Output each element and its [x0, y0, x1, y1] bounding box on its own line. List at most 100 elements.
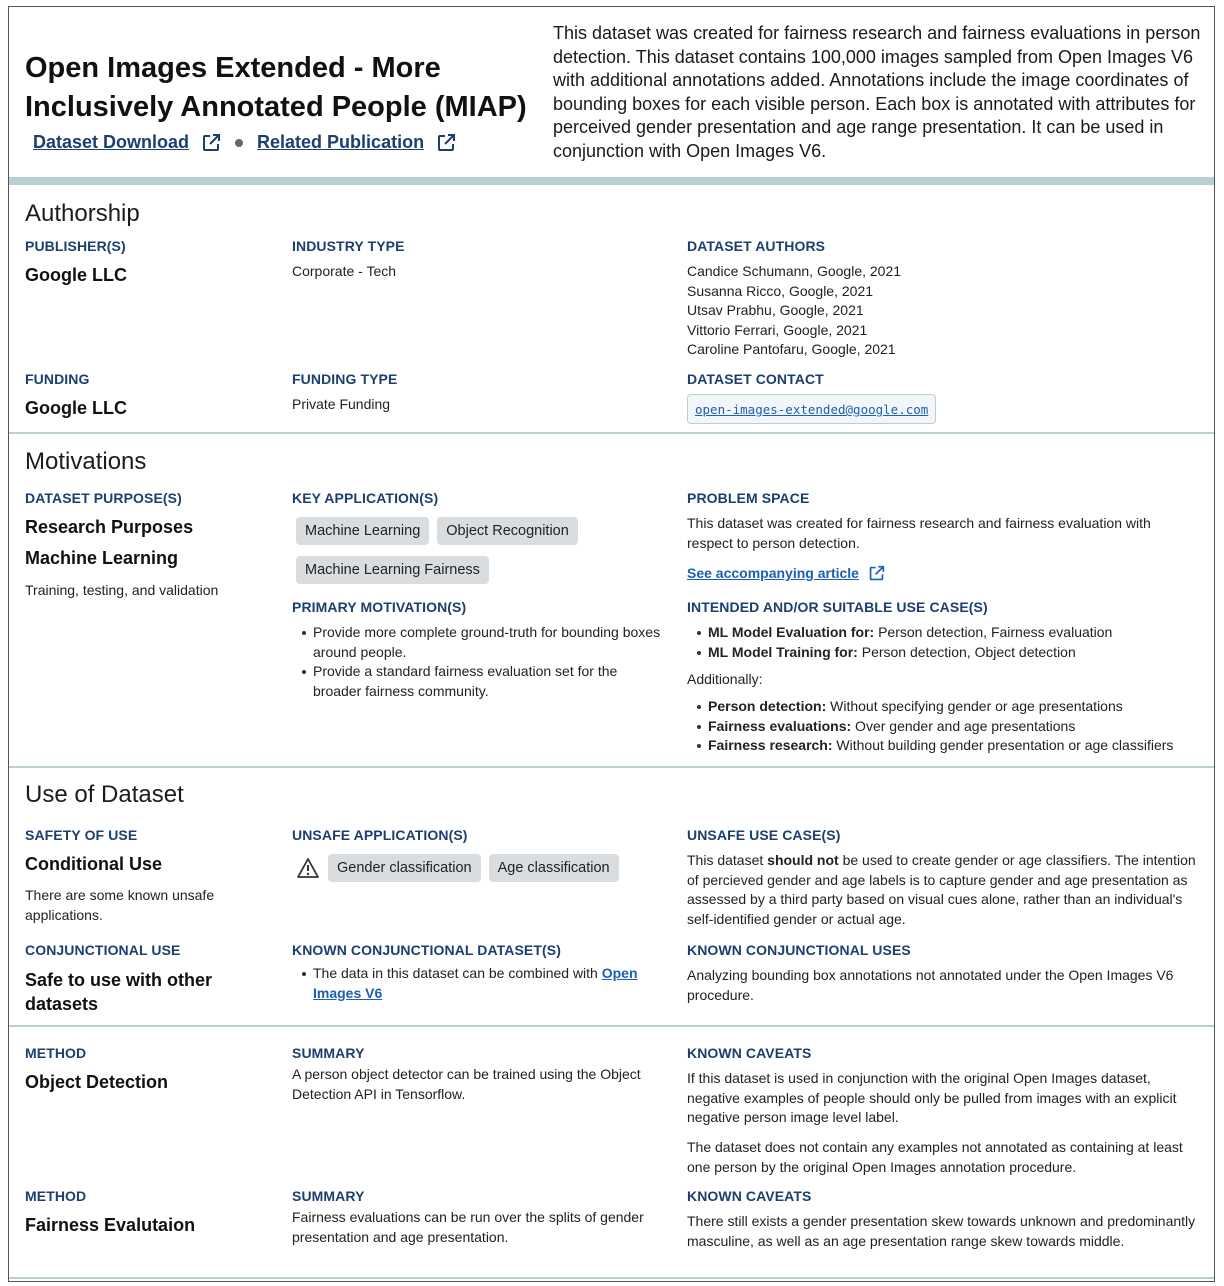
method-label: METHOD [25, 1188, 87, 1204]
dataset-contact-label: DATASET CONTACT [687, 371, 824, 387]
problem-space-label: PROBLEM SPACE [687, 490, 810, 506]
list-item: ML Model Evaluation for: Person detectio… [687, 623, 1212, 643]
key-application-chip: Machine Learning Fairness [296, 556, 489, 584]
safety-of-use-value: Conditional Use [25, 854, 163, 874]
funding-type-label: FUNDING TYPE [292, 371, 398, 387]
key-application-label: KEY APPLICATION(S) [292, 490, 439, 506]
list-item: Provide a standard fairness evaluation s… [292, 662, 662, 701]
list-item-text: The data in this dataset can be combined… [313, 965, 602, 981]
additionally-label: Additionally: [687, 671, 763, 687]
known-caveats-text: If this dataset is used in conjunction w… [687, 1070, 1177, 1125]
author-item: Candice Schumann, Google, 2021 [687, 263, 902, 279]
publisher-label: PUBLISHER(S) [25, 238, 126, 254]
dataset-download-link[interactable]: Dataset Download [33, 132, 190, 152]
known-caveats-label: KNOWN CAVEATS [687, 1188, 812, 1204]
external-link-icon[interactable] [868, 565, 885, 582]
known-caveats-text: The dataset does not contain any example… [687, 1139, 1183, 1175]
intended-use-list: ML Model Evaluation for: Person detectio… [687, 623, 1212, 662]
summary-text: Fairness evaluations can be run over the… [292, 1209, 644, 1245]
data-card: Open Images Extended - More Inclusively … [8, 6, 1215, 1282]
key-application-chips: Machine Learning Object Recognition [296, 517, 676, 545]
dataset-contact-email[interactable]: open-images-extended@google.com [695, 402, 929, 417]
accompanying-article-link[interactable]: See accompanying article [687, 565, 859, 581]
summary-label: SUMMARY [292, 1188, 365, 1204]
related-publication-link[interactable]: Related Publication [257, 132, 425, 152]
unsafe-application-chip: Gender classification [328, 854, 481, 882]
author-item: Vittorio Ferrari, Google, 2021 [687, 321, 868, 338]
funding-type-value: Private Funding [292, 396, 391, 412]
method-value: Fairness Evalutaion [25, 1215, 196, 1235]
list-item-bold: Person detection: [708, 698, 827, 714]
method-label: METHOD [25, 1045, 87, 1061]
known-conjunctional-datasets-label: KNOWN CONJUNCTIONAL DATASET(S) [292, 942, 561, 958]
purpose-value: Machine Learning [25, 548, 179, 568]
key-application-chip: Object Recognition [437, 517, 578, 545]
list-item-text: Without specifying gender or age present… [826, 698, 1123, 714]
external-link-icon[interactable] [201, 133, 221, 153]
list-item: Provide more complete ground-truth for b… [292, 623, 662, 662]
list-item: Fairness evaluations: Over gender and ag… [687, 717, 1212, 737]
list-item-text: Person detection, Fairness evaluation [874, 624, 1113, 640]
author-item: Utsav Prabhu, Google, 2021 [687, 302, 864, 318]
unsafe-use-case-label: UNSAFE USE CASE(S) [687, 827, 841, 843]
method-value: Object Detection [25, 1072, 169, 1092]
text-emphasis: should not [767, 852, 839, 868]
dataset-authors-label: DATASET AUTHORS [687, 238, 826, 254]
known-caveats-text: There still exists a gender presentation… [687, 1213, 1196, 1249]
list-item-bold: Fairness evaluations: [708, 717, 852, 734]
summary-text: A person object detector can be trained … [292, 1066, 641, 1102]
header-divider [9, 177, 1214, 185]
funding-value: Google LLC [25, 398, 127, 418]
known-conjunctional-uses-text: Analyzing bounding box annotations not a… [687, 967, 1174, 1003]
section-divider [9, 432, 1214, 434]
author-item: Susanna Ricco, Google, 2021 [687, 282, 874, 299]
safety-of-use-label: SAFETY OF USE [25, 827, 138, 843]
article-link-row: See accompanying article [687, 564, 885, 584]
list-item: The data in this dataset can be combined… [292, 964, 677, 1003]
key-application-chips-row2: Machine Learning Fairness [296, 556, 497, 584]
problem-space-text: This dataset was created for fairness re… [687, 515, 1151, 551]
list-item-bold: ML Model Training for: [708, 643, 858, 660]
list-item-text: Person detection, Object detection [857, 643, 1076, 660]
text-segment: This dataset [687, 852, 768, 868]
dataset-purpose-label: DATASET PURPOSE(S) [25, 490, 182, 506]
funding-label: FUNDING [25, 371, 90, 387]
open-images-v6-link[interactable]: Open Images V6 [313, 965, 638, 1001]
warning-icon [297, 858, 319, 878]
industry-type-value: Corporate - Tech [292, 263, 397, 279]
header: Open Images Extended - More Inclusively … [9, 7, 1214, 177]
dataset-authors-list: Candice Schumann, Google, 2021 Susanna R… [687, 262, 901, 360]
text-segment: be used to create gender or age classifi… [687, 852, 1196, 927]
dataset-summary: This dataset was created for fairness re… [553, 23, 1201, 161]
list-item: Person detection: Without specifying gen… [687, 697, 1212, 717]
industry-type-label: INDUSTRY TYPE [292, 238, 405, 254]
unsafe-application-chip: Age classification [488, 854, 619, 882]
section-divider [9, 1025, 1214, 1027]
section-divider [9, 766, 1214, 768]
publisher-value: Google LLC [25, 265, 127, 285]
page-title: Open Images Extended - More Inclusively … [25, 52, 527, 123]
section-divider [9, 1277, 1214, 1279]
purpose-value: Research Purposes [25, 517, 194, 537]
list-item: ML Model Training for: Person detection,… [687, 643, 1212, 663]
known-conjunctional-datasets-list: The data in this dataset can be combined… [292, 964, 677, 1003]
unsafe-use-case-text: This dataset should not be used to creat… [687, 851, 1207, 929]
separator-dot [235, 138, 244, 147]
section-heading-authorship: Authorship [25, 200, 140, 227]
list-item: Fairness research: Without building gend… [687, 736, 1212, 756]
known-caveats-label: KNOWN CAVEATS [687, 1045, 812, 1061]
unsafe-application-label: UNSAFE APPLICATION(S) [292, 827, 468, 843]
unsafe-application-chips: Gender classification Age classification [296, 854, 627, 882]
summary-label: SUMMARY [292, 1045, 365, 1061]
external-link-icon[interactable] [436, 133, 456, 153]
key-application-chip: Machine Learning [296, 517, 430, 545]
list-item-bold: ML Model Evaluation for: [708, 624, 875, 640]
header-links: Dataset Download Related Publication [33, 132, 456, 153]
primary-motivation-label: PRIMARY MOTIVATION(S) [292, 599, 467, 615]
intended-use-label: INTENDED AND/OR SUITABLE USE CASE(S) [687, 599, 988, 615]
conjunctional-use-label: CONJUNCTIONAL USE [25, 942, 181, 958]
conjunctional-use-value: Safe to use with other datasets [25, 970, 213, 1014]
section-heading-use-of-dataset: Use of Dataset [25, 781, 184, 808]
section-heading-motivations: Motivations [25, 448, 147, 475]
known-conjunctional-uses-label: KNOWN CONJUNCTIONAL USES [687, 942, 911, 958]
